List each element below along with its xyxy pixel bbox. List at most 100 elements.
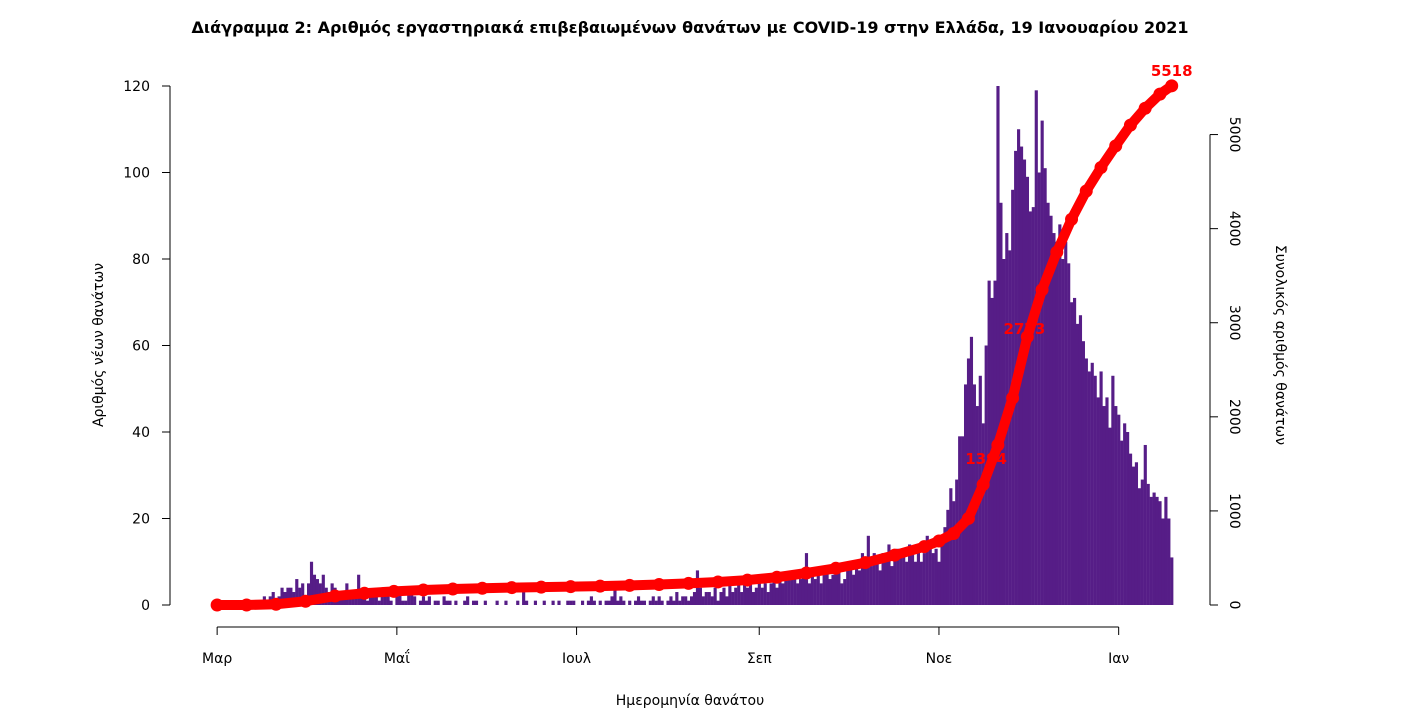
cumulative-point: [240, 598, 254, 612]
bar: [996, 86, 1000, 605]
bar: [690, 596, 694, 605]
y2-tick-label: 1000: [1226, 493, 1242, 529]
bar: [1055, 241, 1059, 605]
bar: [878, 570, 882, 605]
bar: [1049, 215, 1053, 605]
bar: [1084, 358, 1088, 605]
bar: [1158, 501, 1162, 605]
bar: [613, 587, 617, 605]
bar: [716, 600, 720, 605]
bar: [1040, 120, 1044, 605]
bar: [1061, 259, 1065, 605]
y-tick-label: 80: [132, 252, 150, 268]
bar: [834, 570, 838, 605]
x-axis-label: Ημερομηνία θανάτου: [616, 693, 764, 709]
bar: [348, 596, 352, 605]
bar: [636, 596, 641, 605]
bar: [371, 596, 375, 605]
bar: [905, 561, 909, 605]
x-tick-label: Σεπ: [747, 651, 772, 667]
bar: [295, 579, 299, 605]
bar: [743, 579, 747, 605]
y2-tick-label: 5000: [1226, 117, 1242, 153]
bar: [751, 592, 756, 605]
bar: [321, 574, 325, 605]
bar: [725, 596, 729, 605]
cumulative-point: [299, 594, 313, 608]
bar: [592, 600, 596, 605]
cumulative-point: [593, 579, 607, 593]
bar: [580, 600, 585, 605]
cumulative-point: [1079, 184, 1093, 198]
bar: [819, 583, 823, 605]
bar: [919, 561, 923, 605]
bar: [504, 600, 508, 605]
annotation: 1394: [965, 450, 1007, 468]
bar: [949, 488, 953, 605]
bar: [1008, 250, 1012, 605]
bar: [442, 596, 446, 605]
cumulative-point: [564, 580, 578, 594]
bar: [424, 600, 428, 605]
cumulative-point: [1094, 160, 1108, 174]
bar: [899, 557, 903, 605]
bar: [474, 600, 479, 605]
bar: [763, 583, 767, 605]
bar: [822, 570, 826, 605]
bar: [872, 553, 876, 605]
bar: [404, 600, 408, 605]
bar: [619, 596, 623, 605]
bar: [748, 583, 753, 605]
cumulative-point: [858, 556, 872, 570]
bar: [934, 548, 938, 605]
bar: [374, 596, 378, 605]
bar: [427, 596, 431, 605]
bar: [669, 596, 673, 605]
bar: [1134, 462, 1139, 605]
bar: [522, 592, 526, 605]
bar: [398, 592, 402, 605]
bar: [704, 592, 708, 605]
bar: [681, 596, 685, 605]
bar: [1070, 302, 1074, 605]
cumulative-point: [446, 582, 460, 596]
bar: [383, 596, 387, 605]
bar: [586, 600, 591, 605]
bar: [810, 570, 814, 605]
bar: [1078, 315, 1083, 605]
chart-title: Διάγραμμα 2: Αριθμός εργαστηριακά επιβεβ…: [191, 18, 1188, 37]
bar: [796, 583, 800, 605]
bar: [1025, 176, 1030, 605]
bar: [1126, 432, 1130, 605]
bar: [854, 561, 859, 605]
bar: [598, 600, 602, 605]
cumulative-point: [799, 566, 813, 580]
bar: [849, 561, 853, 605]
y-tick-label: 100: [123, 166, 150, 182]
cumulative-point: [505, 581, 519, 595]
bar: [793, 570, 797, 605]
bar: [837, 566, 841, 605]
bar: [1028, 211, 1032, 606]
bar: [628, 600, 632, 605]
bar: [448, 600, 452, 605]
bar: [784, 579, 788, 605]
bar: [787, 579, 791, 605]
cumulative-point: [947, 526, 961, 540]
bar: [922, 553, 926, 605]
y-tick-label: 20: [132, 512, 150, 528]
bar: [651, 596, 655, 605]
y-tick-label: 60: [132, 339, 150, 355]
bar: [1117, 414, 1121, 605]
bar: [413, 596, 417, 605]
bar: [610, 596, 614, 605]
y2-tick-label: 0: [1226, 601, 1242, 610]
cumulative-point: [475, 581, 489, 595]
bar: [634, 600, 638, 605]
bar: [875, 561, 879, 605]
bar: [466, 596, 470, 605]
bar: [604, 600, 608, 605]
bar: [969, 336, 974, 605]
bar: [678, 600, 682, 605]
bar: [828, 579, 832, 605]
